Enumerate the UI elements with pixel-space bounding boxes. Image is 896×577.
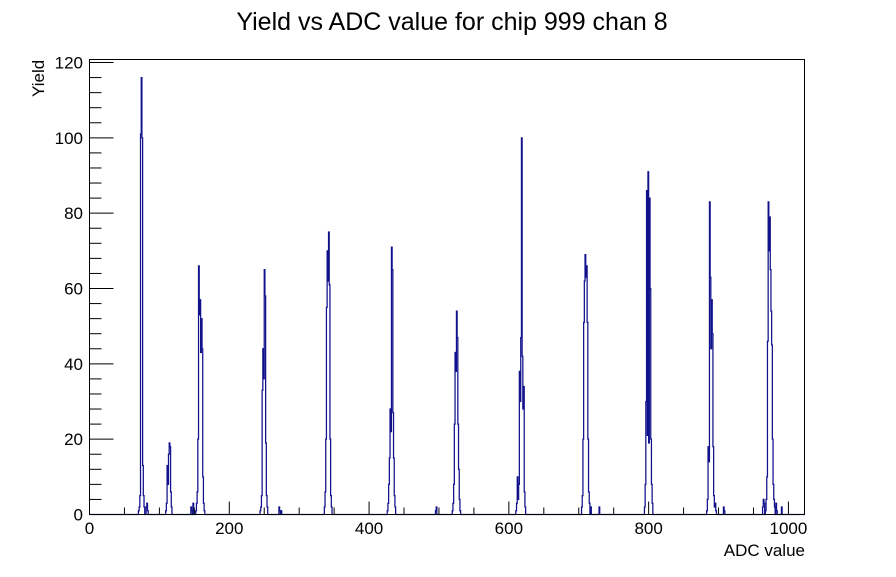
y-tick-label: 60	[64, 280, 83, 299]
axis-ticks	[89, 62, 789, 515]
histogram-line	[89, 76, 805, 516]
plot-frame	[89, 59, 805, 515]
y-tick-label: 80	[64, 204, 83, 223]
y-tick-labels: 0 20 40 60 80 100 120	[55, 54, 83, 525]
x-tick-label: 800	[634, 519, 662, 538]
x-tick-label: 400	[355, 519, 383, 538]
x-tick-labels: 0 200 400 600 800 1000	[85, 519, 808, 538]
x-tick-label: 0	[85, 519, 94, 538]
y-tick-label: 100	[55, 129, 83, 148]
y-tick-label: 40	[64, 355, 83, 374]
x-tick-label: 200	[215, 519, 243, 538]
y-tick-label: 20	[64, 430, 83, 449]
y-tick-label: 0	[74, 506, 83, 525]
x-axis-title: ADC value	[724, 541, 805, 560]
y-tick-label: 120	[55, 54, 83, 73]
y-axis-title: Yield	[29, 60, 48, 97]
x-tick-label: 600	[495, 519, 523, 538]
x-tick-label: 1000	[770, 519, 808, 538]
chart-title: Yield vs ADC value for chip 999 chan 8	[236, 8, 667, 36]
